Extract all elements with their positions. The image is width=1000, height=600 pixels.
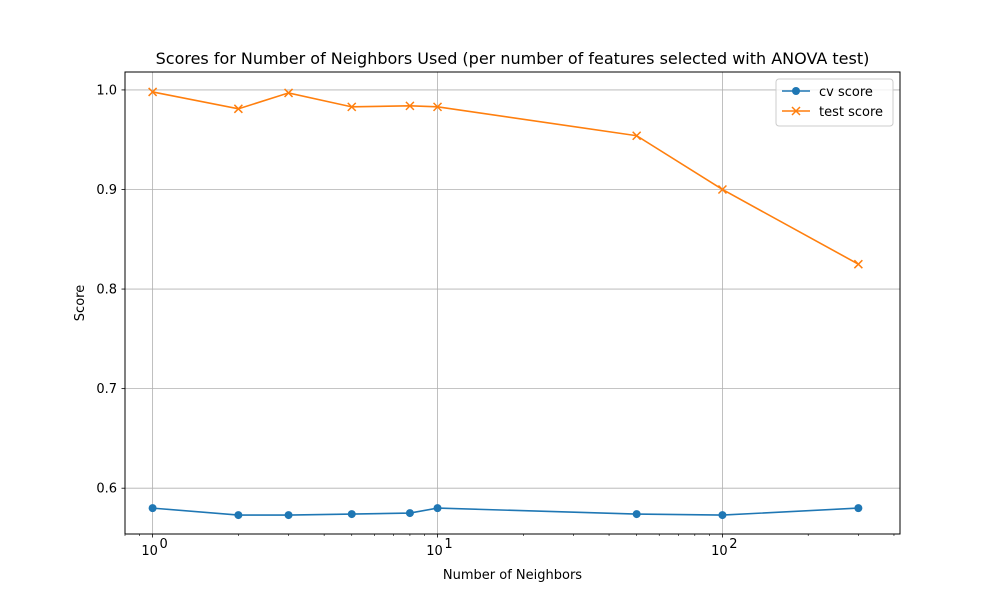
data-point — [432, 102, 443, 112]
y-tick-label: 0.8 — [96, 283, 117, 298]
data-point — [347, 510, 356, 519]
data-point — [284, 88, 294, 98]
y-tick-label: 0.7 — [96, 382, 117, 397]
legend-test-label: test score — [819, 105, 883, 120]
data-point — [233, 104, 243, 114]
tick-layer: 0.60.70.80.91.010 0 10 1 10 2 — [96, 83, 895, 559]
data-point — [853, 259, 863, 269]
y-tick-label: 0.6 — [96, 482, 117, 497]
y-tick-label: 0.9 — [96, 183, 117, 198]
plot-frame — [124, 71, 901, 535]
data-point — [284, 511, 293, 520]
x-tick-label: 10 — [711, 544, 728, 559]
y-tick-label: 1.0 — [96, 83, 117, 98]
data-point — [234, 511, 243, 520]
data-point — [148, 87, 158, 97]
data-point — [717, 184, 727, 195]
chart-title: Scores for Number of Neighbors Used (per… — [156, 49, 870, 68]
x-tick-label: 10 — [141, 544, 158, 559]
data-point — [347, 102, 357, 112]
x-tick-label: 10 — [426, 544, 443, 559]
data-point — [405, 101, 415, 111]
data-point — [718, 511, 727, 520]
x-tick-exponent: 1 — [444, 537, 452, 552]
data-point — [148, 504, 157, 513]
legend: cv score test score — [775, 78, 894, 127]
grid-layer — [125, 72, 900, 534]
series-layer — [148, 87, 863, 520]
legend-test-marker — [791, 106, 801, 116]
legend-cv-label: cv score — [819, 85, 873, 100]
data-point — [405, 509, 414, 518]
data-point — [632, 510, 641, 519]
x-tick-exponent: 2 — [729, 537, 737, 552]
x-tick-exponent: 0 — [159, 537, 167, 552]
data-point — [632, 131, 642, 141]
data-point — [854, 504, 863, 513]
data-point — [433, 504, 442, 513]
y-axis-label: Score — [73, 285, 88, 321]
legend-cv-marker — [792, 87, 800, 95]
x-axis-label: Number of Neighbors — [443, 568, 582, 583]
